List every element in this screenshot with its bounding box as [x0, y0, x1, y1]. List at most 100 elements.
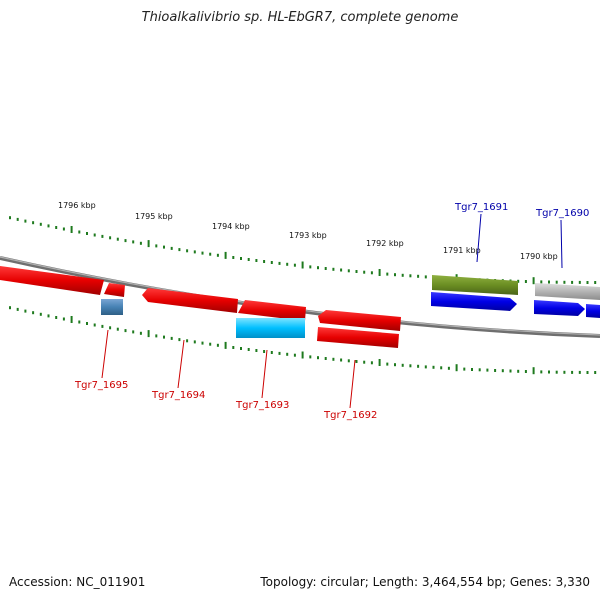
inner-scale-tick	[548, 370, 550, 374]
inner-scale-tick	[263, 350, 266, 353]
accession-text: Accession: NC_011901	[9, 575, 146, 589]
gene-label-tgr7-1692[interactable]: Tgr7_1692	[323, 410, 377, 421]
inner-scale-tick	[101, 324, 104, 328]
inner-scale-tick	[124, 329, 127, 333]
outer-scale-tick	[363, 270, 366, 274]
outer-scale-tick	[332, 267, 335, 271]
outer-scale-tick	[232, 256, 235, 259]
topology-text: Topology: circular; Length: 3,464,554 bp…	[260, 575, 590, 589]
outer-scale-tick	[32, 221, 35, 225]
inner-scale-tick	[471, 368, 473, 371]
outer-scale-tick	[186, 249, 189, 253]
inner-scale-tick	[409, 364, 412, 368]
inner-scale-tick	[463, 367, 466, 371]
outer-scale-tick	[193, 250, 196, 254]
inner-scale-tick	[332, 357, 335, 361]
outer-scale-tick	[109, 236, 112, 240]
outer-scale-tick	[147, 240, 150, 248]
inner-scale-tick	[417, 364, 420, 368]
outer-scale-tick	[16, 217, 19, 221]
outer-scale-tick	[401, 273, 404, 277]
gene-small-steel[interactable]	[101, 299, 123, 315]
outer-scale-tick	[278, 261, 281, 265]
inner-scale-tick	[32, 311, 35, 315]
outer-scale-tick	[101, 234, 104, 238]
outer-scale-tick	[93, 233, 96, 237]
map-title: Thioalkalivibrio sp. HL-EbGR7, complete …	[141, 10, 459, 25]
outer-scale-tick	[555, 280, 558, 284]
inner-scale-tick	[278, 351, 281, 355]
outer-scale-tick	[517, 279, 520, 283]
gene-label-tgr7-1691[interactable]: Tgr7_1691	[454, 202, 508, 213]
gene-label-tgr7-1695[interactable]: Tgr7_1695	[74, 380, 128, 391]
inner-scale-tick	[555, 370, 558, 374]
outer-scale-tick	[409, 274, 412, 278]
inner-scale-tick	[386, 362, 389, 366]
outer-scale-tick	[293, 263, 296, 267]
inner-scale-tick	[501, 369, 504, 373]
outer-scale-tick	[255, 259, 258, 262]
gene-blue-strand-arrow[interactable]	[431, 292, 517, 311]
inner-scale-tick	[232, 346, 235, 349]
inner-scale-tick	[324, 357, 327, 360]
gene-tgr7-1693-upper-arrow[interactable]	[238, 300, 306, 321]
inner-scale-tick	[178, 338, 181, 342]
outer-scale-tick	[347, 269, 350, 273]
outer-scale-tick	[201, 251, 204, 255]
outer-scale-tick	[62, 227, 65, 231]
gene-label-tgr7-1694[interactable]: Tgr7_1694	[151, 390, 205, 401]
inner-scale-tick	[401, 363, 404, 367]
outer-scale-tick	[563, 280, 566, 284]
inner-scale-tick	[524, 370, 527, 373]
inner-scale-tick	[594, 371, 597, 374]
gene-tgr7-1696-arrow[interactable]	[0, 266, 104, 295]
outer-scale-tick	[378, 269, 381, 276]
outer-scale-tick	[309, 265, 312, 269]
outer-scale-tick	[417, 274, 420, 278]
gene-tgr7-1695-part-arrow[interactable]	[104, 283, 125, 297]
gene-tgr7-1691-arrow[interactable]	[432, 275, 518, 295]
leader-line-1694	[177, 339, 185, 389]
gene-tgr7-1694-arrow[interactable]	[142, 288, 238, 313]
inner-scale-tick	[478, 368, 481, 372]
outer-scale-tick	[571, 280, 574, 284]
gene-label-tgr7-1693[interactable]: Tgr7_1693	[235, 400, 289, 411]
inner-scale-tick	[286, 352, 289, 356]
outer-scale-tick	[532, 277, 535, 285]
inner-scale-tick	[394, 363, 396, 367]
inner-scale-tick	[309, 355, 312, 359]
leader-line-1695	[101, 329, 109, 379]
inner-scale-tick	[186, 339, 189, 343]
inner-scale-tick	[447, 366, 450, 370]
outer-scale-tick	[132, 240, 135, 244]
outer-scale-tick	[340, 268, 343, 272]
outer-scale-tick	[578, 280, 581, 284]
outer-scale-tick	[224, 251, 227, 259]
scale-label-1794: 1794 kbp	[212, 222, 250, 231]
inner-scale-tick	[532, 367, 535, 375]
gene-right-blue-arrow[interactable]	[586, 304, 600, 318]
outer-scale-tick	[55, 226, 58, 229]
outer-scale-tick	[370, 271, 373, 275]
inner-scale-tick	[55, 316, 58, 319]
gene-tgr7-1692-upper-arrow[interactable]	[318, 310, 401, 331]
outer-scale-tick	[586, 281, 589, 284]
inner-scale-tick	[132, 330, 135, 334]
gene-gray-arrow[interactable]	[535, 283, 600, 300]
inner-scale-tick	[147, 330, 150, 338]
gene-label-tgr7-1690[interactable]: Tgr7_1690	[535, 208, 589, 219]
gene-tgr7-1693-cyan[interactable]	[236, 318, 305, 338]
inner-scale-tick	[139, 331, 142, 335]
gene-tgr7-1690-arrow[interactable]	[534, 300, 585, 316]
scale-label-1792: 1792 kbp	[366, 239, 404, 248]
inner-scale-tick	[224, 341, 227, 349]
inner-scale-tick	[509, 369, 512, 373]
inner-scale-tick	[70, 316, 73, 323]
inner-scale-tick	[301, 351, 304, 359]
inner-scale-tick	[209, 342, 212, 346]
gene-tgr7-1692-lower-arrow[interactable]	[317, 327, 399, 348]
inner-scale-tick	[578, 370, 581, 374]
outer-scale-tick	[39, 222, 42, 226]
inner-scale-tick	[455, 364, 458, 372]
outer-scale-tick	[386, 272, 389, 276]
